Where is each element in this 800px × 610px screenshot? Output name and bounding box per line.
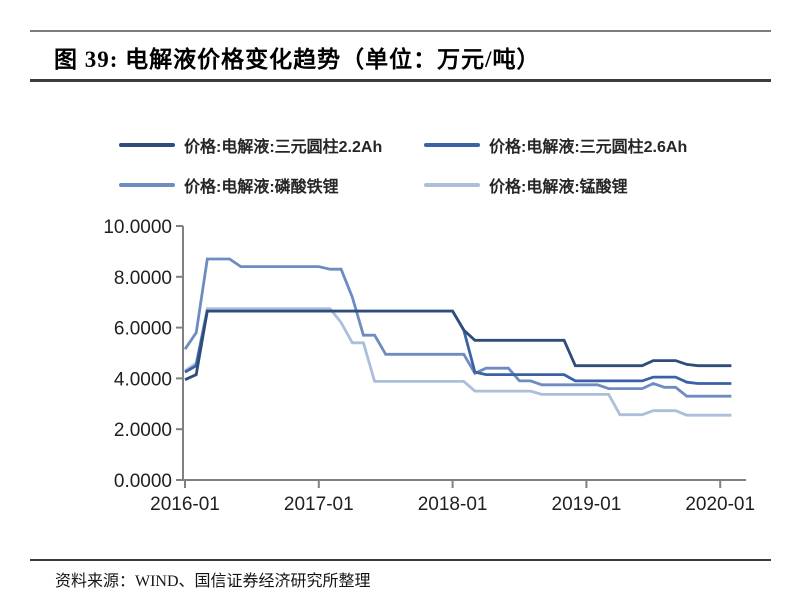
y-tick-label: 0.0000 <box>114 471 172 492</box>
x-tick-label: 2016-01 <box>150 494 220 515</box>
y-tick-label: 6.0000 <box>114 319 172 340</box>
series-line-sanyuan-22ah <box>184 309 732 381</box>
title-rule <box>30 79 771 82</box>
y-tick-label: 10.0000 <box>103 217 172 238</box>
legend-item-sanyuan-26ah: 价格:电解液:三元圆柱2.6Ah <box>424 133 687 157</box>
legend-item-linsuantieli: 价格:电解液:磷酸铁锂 <box>119 173 339 197</box>
legend-line-swatch <box>119 183 175 187</box>
source-note: 资料来源：WIND、国信证券经济研究所整理 <box>55 573 371 590</box>
legend-item-sanyuan-22ah: 价格:电解液:三元圆柱2.2Ah <box>119 133 382 157</box>
legend-label: 价格:电解液:三元圆柱2.6Ah <box>489 139 688 156</box>
series-line-mengsuanli <box>184 307 732 417</box>
bottom-rule <box>30 559 771 561</box>
x-tick-label: 2017-01 <box>284 494 354 515</box>
y-tick-label: 2.0000 <box>114 420 172 441</box>
legend-label: 价格:电解液:锰酸锂 <box>489 179 628 196</box>
legend-label: 价格:电解液:磷酸铁锂 <box>184 179 339 196</box>
legend-label: 价格:电解液:三元圆柱2.2Ah <box>184 139 383 156</box>
y-tick-label: 4.0000 <box>114 369 172 390</box>
x-tick-label: 2020-01 <box>685 494 755 515</box>
x-tick-label: 2018-01 <box>418 494 488 515</box>
y-tick-label: 8.0000 <box>114 268 172 289</box>
top-rule <box>30 30 771 32</box>
x-tick-label: 2019-01 <box>552 494 622 515</box>
legend-line-swatch <box>424 143 480 147</box>
figure-title: 图 39: 电解液价格变化趋势（单位：万元/吨） <box>54 47 541 72</box>
legend-line-swatch <box>119 143 175 147</box>
series-line-linsuantieli <box>183 257 732 398</box>
legend-line-swatch <box>424 183 480 187</box>
legend-item-mengsuanli: 价格:电解液:锰酸锂 <box>424 173 628 197</box>
